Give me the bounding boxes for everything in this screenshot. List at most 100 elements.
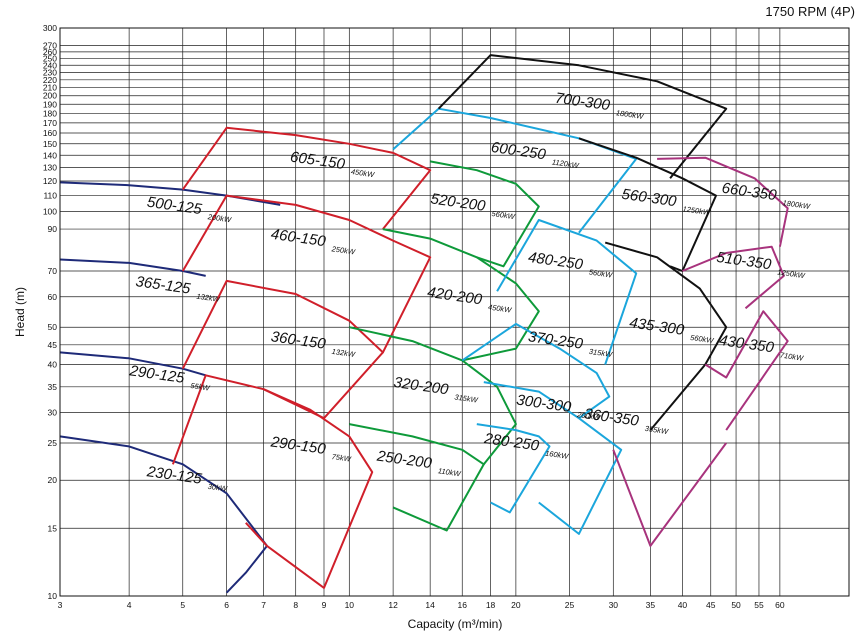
pump-model-label: 430-350 (718, 332, 776, 357)
y-tick-label: 260 (43, 47, 57, 57)
pump-model-label: 420-200 (426, 284, 484, 309)
pump-power-label: 200kW (576, 410, 602, 422)
pump-power-label: 1800kW (782, 198, 811, 211)
pump-curve-250-200 (349, 423, 485, 532)
pump-power-label: 315kW (588, 347, 613, 359)
grid (59, 27, 849, 597)
y-tick-label: 230 (43, 67, 57, 77)
pump-model-label: 290-150 (269, 433, 328, 458)
pump-power-label: 450kW (487, 302, 512, 314)
pump-model-label: 360-150 (270, 328, 328, 353)
x-tick-label: 50 (731, 600, 741, 610)
pump-power-label: 1800kW (615, 108, 644, 121)
pump-curve-300-300 (483, 381, 623, 535)
x-tick-label: 8 (293, 600, 298, 610)
pump-curve-430-350 (704, 310, 789, 431)
pump-model-label: 360-350 (583, 405, 641, 430)
pump-curve-280-250 (476, 423, 551, 514)
y-tick-label: 90 (48, 224, 58, 234)
chart-title: 1750 RPM (4P) (765, 4, 855, 19)
pump-model-label: 600-250 (490, 139, 548, 164)
pump-power-label: 1250kW (682, 204, 711, 217)
pump-model-label: 605-150 (289, 148, 347, 173)
pump-power-label: 200kW (206, 212, 232, 224)
pump-curve-435-300 (604, 241, 728, 431)
pump-power-label: 250kW (330, 244, 356, 256)
pump-model-label: 560-300 (621, 186, 679, 211)
y-tick-label: 210 (43, 83, 57, 93)
pump-power-label: 710kW (779, 351, 804, 363)
x-tick-label: 3 (58, 600, 63, 610)
pump-curve-230-125-range (225, 545, 268, 594)
pump-model-label: 250-200 (375, 448, 434, 473)
x-tick-label: 60 (775, 600, 785, 610)
pump-curves (59, 54, 789, 594)
y-tick-label: 45 (48, 340, 58, 350)
pump-model-label: 500-125 (146, 194, 204, 219)
y-tick-label: 120 (43, 176, 57, 186)
x-tick-labels: 3 4 5 6 7 8 9 10 12 14 16 18 20 25 30 35 40 45 50 55 60 (58, 600, 785, 610)
y-tick-label: 190 (43, 99, 57, 109)
pump-curve-520-200 (430, 160, 540, 268)
y-tick-label: 20 (48, 475, 58, 485)
x-tick-label: 12 (388, 600, 398, 610)
pump-model-label: 365-125 (135, 273, 193, 298)
x-tick-label: 4 (127, 600, 132, 610)
x-tick-label: 6 (224, 600, 229, 610)
x-tick-label: 5 (180, 600, 185, 610)
y-tick-label: 160 (43, 128, 57, 138)
pump-curve-460-150 (181, 194, 432, 353)
pump-curve-510-350 (682, 245, 785, 310)
pump-power-label: 1250kW (777, 267, 806, 280)
y-tick-label: 220 (43, 75, 57, 85)
pump-power-label: 315kW (454, 392, 479, 404)
y-tick-label: 130 (43, 163, 57, 173)
x-tick-label: 30 (609, 600, 619, 610)
pump-power-label: 160kW (545, 449, 570, 461)
pump-curve-700-300 (437, 54, 728, 179)
pump-curve-365-125 (59, 258, 206, 277)
pump-power-label: 450kW (350, 167, 375, 179)
x-tick-label: 18 (486, 600, 496, 610)
pump-model-label: 290-125 (128, 362, 187, 387)
pump-power-label: 132kW (331, 347, 356, 359)
pump-power-label: 30kW (207, 482, 228, 494)
y-tick-label: 270 (43, 41, 57, 51)
pump-curve-420-200 (382, 228, 540, 362)
x-tick-label: 25 (565, 600, 575, 610)
x-tick-label: 7 (261, 600, 266, 610)
pump-power-label: 560kW (491, 209, 516, 221)
pump-power-label: 355kW (644, 424, 669, 436)
pump-curve-320-200 (349, 326, 517, 465)
y-tick-label: 25 (48, 438, 58, 448)
pump-curve-605-150 (181, 126, 432, 230)
pump-power-label: 75kW (331, 452, 352, 464)
pump-label: 290-150 75kW (269, 433, 352, 464)
pump-model-label: 700-300 (554, 90, 612, 115)
y-tick-label: 50 (48, 322, 58, 332)
y-tick-label: 300 (43, 23, 57, 33)
y-tick-label: 150 (43, 139, 57, 149)
x-tick-label: 45 (706, 600, 716, 610)
pump-model-label: 320-200 (393, 374, 451, 399)
pump-curve-660-350 (657, 156, 789, 247)
x-tick-label: 40 (678, 600, 688, 610)
y-tick-label: 15 (48, 523, 58, 533)
y-tick-label: 30 (48, 408, 58, 418)
pump-label: 510-350 1250kW (715, 249, 806, 280)
x-tick-label: 20 (511, 600, 521, 610)
pump-curve-360-350-range (612, 442, 728, 547)
pump-curve-290-150 (171, 374, 374, 589)
y-tick-label: 60 (48, 292, 58, 302)
x-tick-label: 14 (425, 600, 435, 610)
x-axis-label: Capacity (m³/min) (408, 617, 503, 631)
x-tick-label: 55 (754, 600, 764, 610)
